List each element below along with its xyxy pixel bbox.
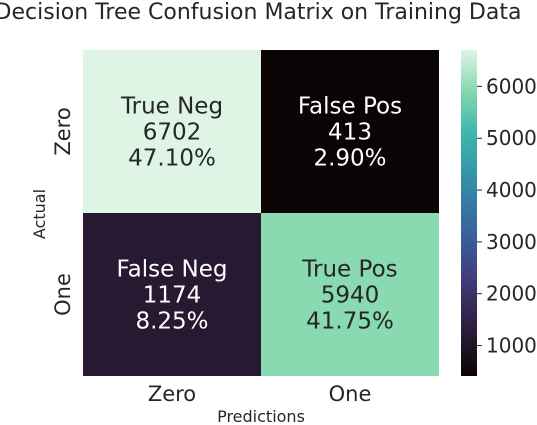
- heatmap-cell: [261, 50, 439, 213]
- x-axis-ticks: Zero One: [148, 382, 372, 406]
- cell-label: False Neg: [116, 257, 227, 283]
- colorbar-tick-label: 2000: [486, 282, 537, 306]
- cell-label: 5940: [321, 283, 380, 309]
- colorbar-ticks: 1000 2000 3000 4000 5000 6000: [477, 74, 537, 358]
- x-axis-label: Predictions: [217, 407, 305, 425]
- colorbar-tick-label: 6000: [486, 74, 537, 98]
- cell-label: 1174: [143, 283, 202, 309]
- cell-label: 47.10%: [128, 146, 216, 172]
- cell-label: 6702: [143, 120, 202, 146]
- colorbar-tick-label: 5000: [486, 126, 537, 150]
- cell-label: 413: [328, 120, 372, 146]
- colorbar: [461, 50, 477, 376]
- heatmap-cell: [261, 213, 439, 376]
- colorbar-tick-label: 1000: [486, 334, 537, 358]
- chart-title: Decision Tree Confusion Matrix on Traini…: [0, 0, 521, 25]
- y-axis-label: Actual: [30, 189, 49, 239]
- y-tick-label: One: [51, 273, 75, 316]
- cell-label: 41.75%: [306, 309, 394, 335]
- x-tick-label: One: [329, 382, 372, 406]
- heatmap-cell: [83, 213, 261, 376]
- cell-label: False Pos: [298, 94, 402, 120]
- colorbar-tick-label: 4000: [486, 178, 537, 202]
- y-axis-ticks: Zero One: [51, 107, 75, 316]
- colorbar-tick-label: 3000: [486, 230, 537, 254]
- heatmap-cell: [83, 50, 261, 213]
- x-tick-label: Zero: [148, 382, 196, 406]
- cell-label: True Pos: [301, 257, 397, 283]
- cell-label: True Neg: [120, 94, 223, 120]
- y-tick-label: Zero: [51, 107, 75, 155]
- cell-label: 2.90%: [313, 146, 386, 172]
- cell-label: 8.25%: [135, 309, 208, 335]
